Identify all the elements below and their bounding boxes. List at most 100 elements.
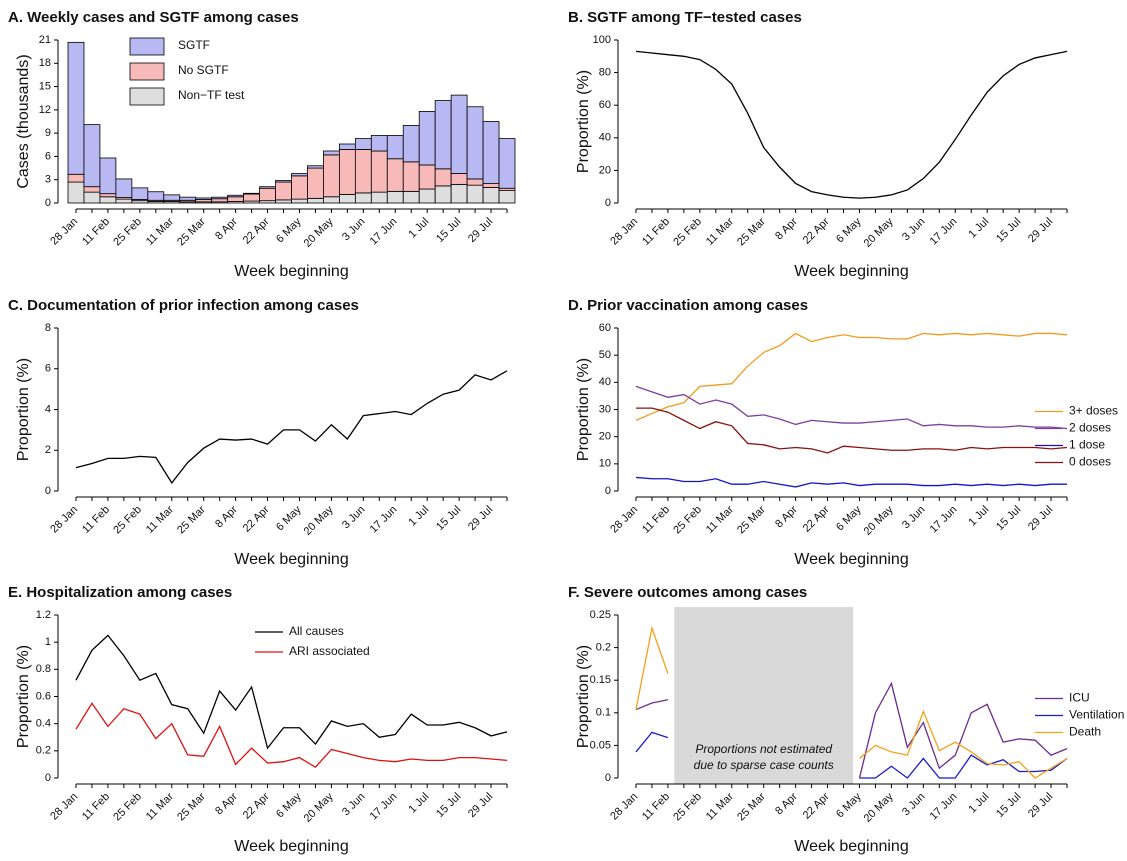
y-tick-label: 4 [45, 403, 51, 415]
x-tick-label: 1 Jul [966, 216, 991, 241]
bar-segment [275, 180, 292, 183]
y-tick-label: 9 [45, 127, 51, 139]
x-tick-label: 25 Feb [111, 504, 144, 537]
legend-label: All causes [289, 624, 344, 638]
x-tick-label: 20 May [862, 215, 896, 249]
x-tick-label: 20 May [302, 503, 336, 537]
bar-segment [195, 197, 213, 200]
y-tick-label: 0.1 [596, 707, 611, 719]
x-tick-label: 8 Apr [773, 503, 800, 530]
bar-segment [323, 154, 340, 198]
bar-segment [243, 193, 260, 202]
y-tick-label: 18 [39, 57, 51, 69]
bar-segment [259, 187, 276, 202]
y-tick-label: 30 [599, 403, 611, 415]
bar-segment [466, 184, 484, 204]
y-axis-label: Proportion (%) [575, 645, 592, 748]
x-tick-label: 17 Jun [928, 504, 960, 536]
x-tick-label: 28 Jan [48, 791, 80, 823]
bar-segment [338, 143, 356, 150]
bar-segment [386, 158, 404, 192]
y-tick-label: 0.8 [36, 663, 51, 675]
line [635, 625, 1068, 779]
bar-segment [370, 191, 388, 204]
x-axis-label: Week beginning [234, 838, 348, 855]
legend-label: Ventilation [1069, 708, 1124, 722]
x-tick-label: 20 May [302, 790, 336, 824]
bar-segment [115, 178, 133, 198]
x-axis-label: Week beginning [794, 838, 908, 855]
x-axis-label: Week beginning [794, 263, 908, 280]
y-tick-label: 0.2 [36, 745, 51, 757]
legend-swatch [129, 37, 165, 56]
bar-segment [338, 194, 356, 204]
y-tick-label: 80 [599, 67, 611, 79]
legend-label: 3+ doses [1069, 404, 1118, 418]
x-tick-label: 29 Jul [1026, 504, 1055, 533]
line [75, 370, 508, 484]
bar-segment [307, 167, 324, 199]
line [635, 476, 1068, 488]
line [635, 385, 1068, 430]
y-tick-label: 0.05 [590, 739, 611, 751]
x-tick-label: 8 Apr [213, 503, 240, 530]
x-tick-label: 25 Mar [735, 790, 768, 823]
y-tick-label: 0 [45, 485, 51, 497]
x-tick-label: 28 Jan [48, 504, 80, 536]
legend-label: 0 doses [1069, 455, 1111, 469]
x-tick-label: 11 Feb [640, 504, 672, 536]
bar-segment [163, 194, 181, 201]
bar-segment [402, 161, 420, 192]
x-tick-label: 3 Jun [340, 504, 368, 532]
bar-segment [83, 124, 101, 188]
x-tick-label: 6 May [834, 215, 864, 245]
x-tick-label: 11 Feb [80, 216, 112, 248]
x-tick-label: 17 Jun [368, 791, 400, 823]
legend-label: Death [1069, 725, 1101, 739]
x-tick-label: 6 May [834, 790, 864, 820]
bar-segment [227, 194, 245, 198]
panel-title: E. Hospitalization among cases [8, 584, 232, 601]
x-tick-label: 11 Mar [704, 503, 736, 535]
bar-segment [227, 196, 245, 202]
x-tick-label: 1 Jul [966, 504, 991, 529]
bar-segment [482, 187, 500, 204]
x-tick-label: 15 Jul [994, 791, 1023, 820]
y-tick-label: 0.4 [36, 718, 51, 730]
bar-segment [434, 185, 452, 204]
x-tick-label: 29 Jul [1026, 216, 1055, 245]
x-tick-label: 11 Feb [640, 216, 672, 248]
x-tick-label: 17 Jun [928, 791, 960, 823]
y-tick-label: 50 [599, 349, 611, 361]
bar-segment [99, 193, 117, 198]
bar-segment [354, 149, 372, 194]
x-tick-label: 15 Jul [994, 216, 1023, 245]
line [635, 332, 1068, 421]
bar-segment [418, 111, 436, 166]
bar-segment [418, 164, 436, 190]
x-tick-label: 8 Apr [773, 215, 800, 242]
bar-segment [67, 173, 85, 183]
bar-segment [67, 41, 85, 175]
bar-segment [83, 191, 101, 204]
y-tick-label: 0.15 [590, 674, 611, 686]
bar-segment [275, 199, 292, 204]
legend-swatch [129, 87, 165, 106]
y-tick-label: 2 [45, 444, 51, 456]
y-tick-label: 0.2 [596, 642, 611, 654]
bar-segment [370, 135, 388, 152]
bar-segment [498, 190, 516, 204]
bar-segment [434, 100, 452, 170]
shaded-region [674, 607, 854, 784]
x-tick-label: 1 Jul [406, 216, 431, 241]
bar-segment [323, 150, 340, 156]
panel-title: A. Weekly cases and SGTF among cases [8, 9, 299, 26]
bar-segment [418, 188, 436, 204]
x-tick-label: 25 Feb [111, 216, 144, 249]
x-tick-label: 11 Mar [704, 215, 736, 247]
y-axis-label: Proportion (%) [575, 358, 592, 461]
x-tick-label: 22 Apr [801, 215, 832, 246]
x-tick-label: 6 May [274, 790, 304, 820]
legend-swatch [129, 62, 165, 81]
